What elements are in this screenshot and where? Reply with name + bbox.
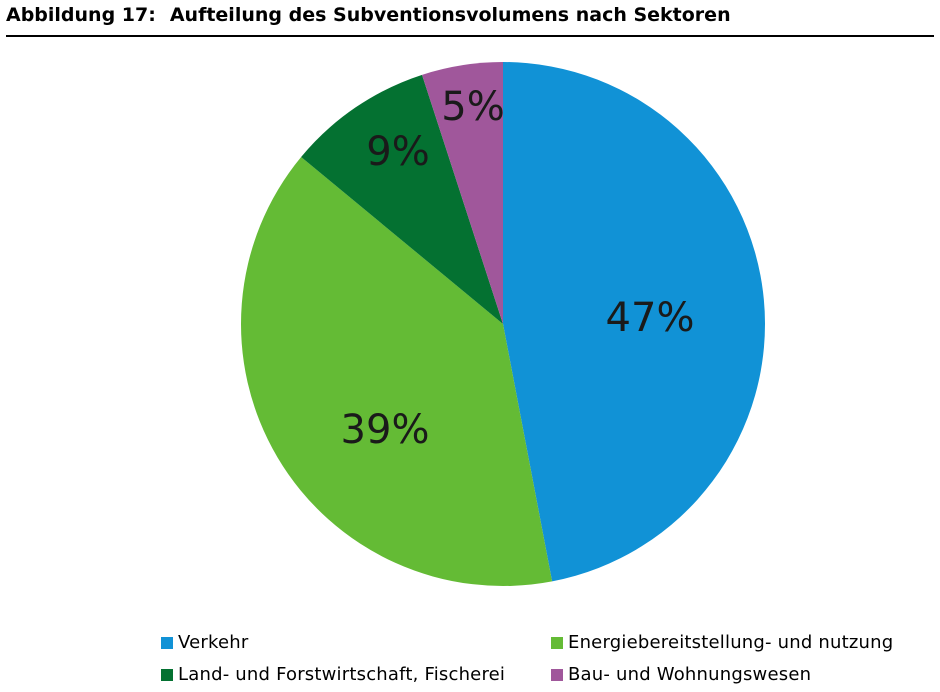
pie-slice-1 [240,156,553,586]
pie-slice-3 [422,62,503,324]
slice-label-1: 39% [341,407,430,453]
figure-title: Abbildung 17: Aufteilung des Subventionsv… [6,4,731,26]
pie-slice-2 [301,74,503,324]
slice-label-0: 47% [606,295,695,341]
figure-title-text: Aufteilung des Subventionsvolumens nach … [169,4,731,26]
title-underline [6,35,934,37]
pie-slice-0 [503,62,765,582]
figure-number: Abbildung 17: [6,4,156,26]
slice-label-2: 9% [366,129,429,175]
slice-label-3: 5% [441,84,504,130]
